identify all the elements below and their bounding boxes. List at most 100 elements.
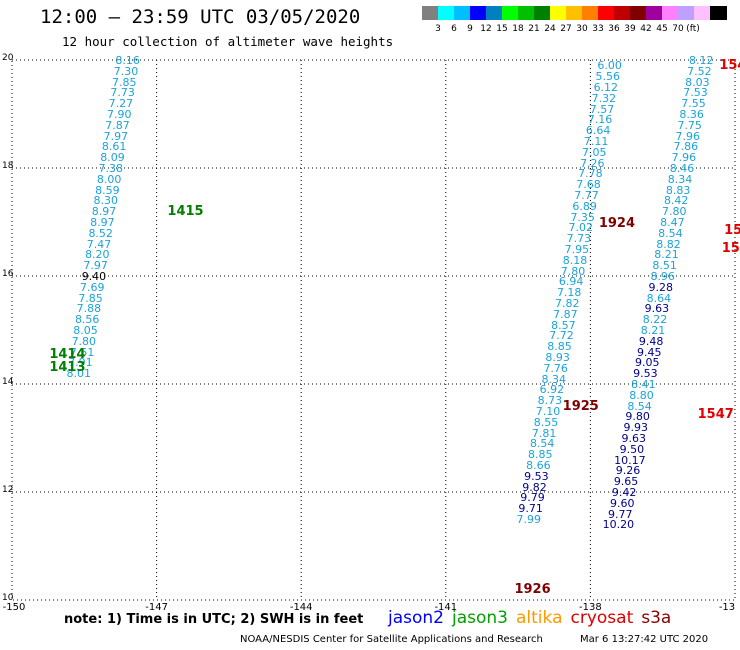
legend-label: 15 xyxy=(496,24,508,34)
x-axis-label: -138 xyxy=(579,602,602,613)
wave-height-value: 8.18 xyxy=(562,253,588,267)
generated-timestamp: Mar 6 13:27:42 UTC 2020 xyxy=(580,634,709,645)
wave-height-value: 9.79 xyxy=(520,491,545,505)
wave-height-value: 8.83 xyxy=(665,183,691,197)
x-axis-label: -144 xyxy=(289,602,313,613)
wave-height-value: 9.53 xyxy=(633,367,658,381)
wave-height-value: 7.95 xyxy=(564,243,590,256)
legend-swatch xyxy=(582,6,599,20)
wave-height-value: 7.02 xyxy=(568,221,594,235)
wave-height-value: 8.36 xyxy=(679,108,704,121)
pass-time-label: 1925 xyxy=(562,398,599,414)
wave-height-value: 7.11 xyxy=(583,135,609,148)
wave-height-value: 9.26 xyxy=(615,464,641,478)
pass-time-label: 1924 xyxy=(598,216,635,232)
wave-height-value: 9.45 xyxy=(636,345,662,359)
wave-height-value: 9.05 xyxy=(635,356,660,370)
legend-swatch xyxy=(678,6,695,20)
map-subtitle: 12 hour collection of altimeter wave hei… xyxy=(62,34,394,49)
wave-height-value: 9.93 xyxy=(623,421,648,435)
color-legend: 3 6 9 12 15 18 21 24 27 30 33 36 39 42 45 70 (ft) xyxy=(422,6,728,38)
wave-height-value: 7.91 xyxy=(68,356,93,370)
wave-height-value: 7.80 xyxy=(71,334,97,348)
wave-height-value: 6.94 xyxy=(558,275,584,289)
wave-height-value: 7.97 xyxy=(83,259,108,273)
wave-height-value: 8.21 xyxy=(640,324,666,337)
pass-time-label: 1413 xyxy=(49,359,86,375)
wave-height-value: 7.85 xyxy=(112,75,137,89)
y-axis-label: 12 xyxy=(2,485,14,495)
wave-height-value: 7.73 xyxy=(110,86,135,100)
legend-label: 33 xyxy=(592,24,604,34)
pass-time-label: 1926 xyxy=(514,582,551,598)
x-axis-label: -141 xyxy=(434,602,458,613)
legend-swatch xyxy=(486,6,503,20)
wave-height-value: 6.64 xyxy=(585,124,611,138)
wave-height-value: 7.76 xyxy=(543,361,568,375)
wave-height-value: 10.20 xyxy=(602,518,635,532)
wave-height-value: 7.96 xyxy=(671,151,697,165)
legend-swatch xyxy=(710,6,727,20)
wave-height-value: 5.56 xyxy=(595,70,621,84)
wave-height-value: 9.48 xyxy=(638,334,664,348)
legend-label: 18 xyxy=(512,24,524,34)
wave-height-value: 8.51 xyxy=(652,259,677,273)
satellite-altika: altika xyxy=(516,608,563,628)
wave-height-value: 7.81 xyxy=(531,426,557,440)
x-axis-label: -13 xyxy=(718,602,736,613)
legend-label: 21 xyxy=(528,24,540,34)
wave-height-value: 7.97 xyxy=(103,129,129,143)
wave-height-value: 7.53 xyxy=(683,86,708,100)
legend-swatch xyxy=(694,6,711,20)
wave-height-value: 10.17 xyxy=(614,453,646,467)
y-axis-label: 14 xyxy=(2,377,14,387)
credit-line: NOAA/NESDIS Center for Satellite Applica… xyxy=(240,634,543,645)
wave-height-value: 7.75 xyxy=(677,118,702,132)
pass-time-label: 1545 xyxy=(719,58,740,74)
legend-swatch xyxy=(534,6,551,20)
wave-height-value: 7.99 xyxy=(516,513,541,526)
wave-height-value: 8.85 xyxy=(547,340,572,354)
legend-swatch xyxy=(502,6,519,20)
wave-height-value: 8.80 xyxy=(629,388,654,402)
legend-label: 70 xyxy=(672,24,684,34)
wave-height-value: 7.27 xyxy=(108,97,134,111)
wave-height-value: 8.34 xyxy=(541,372,567,386)
legend-swatch xyxy=(598,6,615,20)
wave-height-value: 8.30 xyxy=(93,194,118,208)
legend-label: 39 xyxy=(624,24,636,34)
pass-time-label: 1546 xyxy=(724,223,740,239)
wave-height-value: 8.54 xyxy=(627,399,652,413)
wave-height-value: 9.80 xyxy=(625,410,650,424)
wave-height-value: 9.42 xyxy=(611,486,637,499)
satellite-cryosat: cryosat xyxy=(570,608,634,628)
map-title: 12:00 — 23:59 UTC 03/05/2020 xyxy=(40,6,361,28)
satellite-s3a: s3a xyxy=(641,608,672,628)
wave-height-value: 6.92 xyxy=(539,383,565,397)
wave-height-value: 7.82 xyxy=(555,297,580,310)
wave-height-value: 8.00 xyxy=(96,172,122,186)
wave-height-value: 7.05 xyxy=(582,145,607,159)
wave-height-value: 8.85 xyxy=(528,448,553,462)
wave-height-value: 7.30 xyxy=(113,64,139,78)
wave-height-value: 8.20 xyxy=(85,248,110,262)
wave-height-value: 7.73 xyxy=(566,232,592,246)
wave-height-value: 7.26 xyxy=(580,156,605,170)
legend-label: 9 xyxy=(467,24,473,34)
wave-height-value: 9.28 xyxy=(648,280,674,294)
wave-height-value: 8.03 xyxy=(685,75,710,89)
wave-height-value: 8.16 xyxy=(115,54,140,67)
satellite-jason3: jason3 xyxy=(452,608,508,628)
legend-swatch xyxy=(550,6,567,20)
y-axis-label: 20 xyxy=(2,53,14,63)
wave-height-value: 7.87 xyxy=(553,307,578,321)
wave-height-value: 8.57 xyxy=(551,318,576,332)
wave-height-value: 9.40 xyxy=(81,270,107,283)
legend-swatch xyxy=(646,6,663,20)
legend-swatch xyxy=(614,6,631,20)
wave-height-value: 8.54 xyxy=(658,226,683,240)
wave-height-value: 8.82 xyxy=(656,237,681,251)
wave-height-value: 9.53 xyxy=(524,469,549,483)
wave-height-value: 7.88 xyxy=(76,302,102,316)
wave-height-value: 7.85 xyxy=(78,291,103,305)
